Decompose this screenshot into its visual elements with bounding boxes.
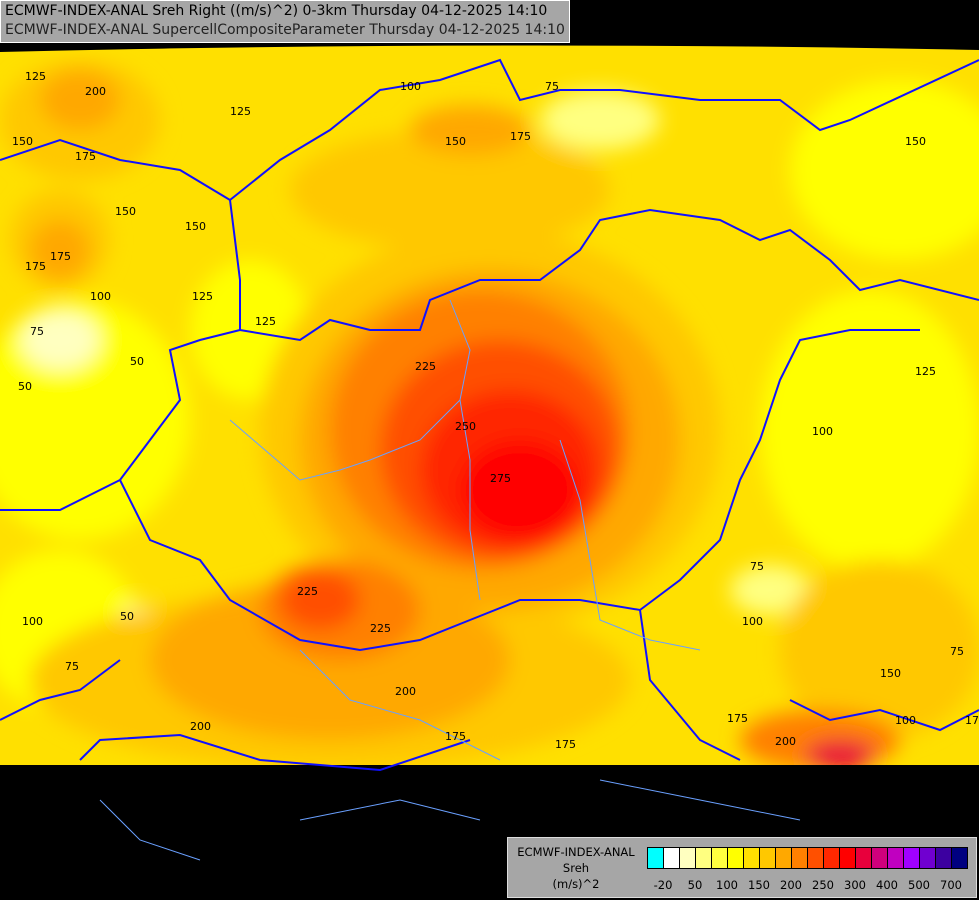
contour-label: 100 — [812, 425, 833, 438]
contour-label: 175 — [445, 730, 466, 743]
legend-swatch — [760, 848, 776, 868]
contour-label: 150 — [12, 135, 33, 148]
contour-label: 150 — [880, 667, 901, 680]
legend-model: ECMWF-INDEX-ANAL — [517, 845, 635, 859]
contour-label: 125 — [915, 365, 936, 378]
contour-label: 200 — [190, 720, 211, 733]
legend-swatch — [712, 848, 728, 868]
legend-colorbar — [647, 847, 968, 869]
legend-unit: (m/s)^2 — [552, 877, 600, 891]
contour-label: 75 — [950, 645, 964, 658]
legend-swatch — [824, 848, 840, 868]
legend-swatch — [680, 848, 696, 868]
contour-label: 150 — [185, 220, 206, 233]
legend-swatch — [904, 848, 920, 868]
contour-label: 200 — [85, 85, 106, 98]
contour-label: 100 — [22, 615, 43, 628]
contour-label: 225 — [297, 585, 318, 598]
contour-label: 225 — [370, 622, 391, 635]
legend-swatch — [952, 848, 967, 868]
legend-tick-label: 400 — [876, 878, 898, 892]
contour-label: 75 — [30, 325, 44, 338]
contour-label: 150 — [115, 205, 136, 218]
legend-tick-label: 700 — [940, 878, 962, 892]
contour-label: 100 — [742, 615, 763, 628]
contour-label: 100 — [90, 290, 111, 303]
contour-labels: 125 200 150 175 150 125 175 100 75 150 175 150 150 17… — [12, 70, 979, 751]
legend-tick-label: 50 — [687, 878, 703, 892]
field-layer — [0, 45, 979, 766]
legend-swatch — [872, 848, 888, 868]
contour-label: 50 — [120, 610, 134, 623]
contour-label: 75 — [65, 660, 79, 673]
contour-label: 175 — [25, 260, 46, 273]
legend-swatch — [888, 848, 904, 868]
legend-tick-label: 500 — [908, 878, 930, 892]
legend-swatch — [728, 848, 744, 868]
country-borders — [0, 58, 979, 772]
contour-label: 125 — [25, 70, 46, 83]
legend-parameter: Sreh — [562, 861, 590, 875]
contour-label: 175 — [965, 714, 979, 727]
legend-swatch — [664, 848, 680, 868]
legend-swatch — [856, 848, 872, 868]
contour-label: 125 — [230, 105, 251, 118]
legend-swatch — [792, 848, 808, 868]
contour-label: 200 — [395, 685, 416, 698]
contour-label: 125 — [255, 315, 276, 328]
legend-swatch — [648, 848, 664, 868]
legend-swatch — [840, 848, 856, 868]
contour-label: 175 — [727, 712, 748, 725]
legend-tick-label: -20 — [653, 878, 673, 892]
legend-tick-label: 250 — [812, 878, 834, 892]
legend-swatch — [936, 848, 952, 868]
legend-tick-label: 150 — [748, 878, 770, 892]
legend-ticks: -20 50 100 150 200 250 300 400 500 700 — [647, 878, 969, 894]
contour-label: 175 — [555, 738, 576, 751]
contour-label: 200 — [775, 735, 796, 748]
contour-label: 50 — [130, 355, 144, 368]
legend-title: ECMWF-INDEX-ANAL Sreh (m/s)^2 — [512, 844, 640, 892]
legend-swatch — [776, 848, 792, 868]
legend-swatch — [920, 848, 936, 868]
contour-label: 75 — [545, 80, 559, 93]
contour-label: 275 — [490, 472, 511, 485]
header-line-sreh: ECMWF-INDEX-ANAL Sreh Right ((m/s)^2) 0-… — [5, 3, 548, 19]
contour-label: 150 — [445, 135, 466, 148]
legend-tick-label: 100 — [716, 878, 738, 892]
contour-label: 175 — [75, 150, 96, 163]
contour-label: 225 — [415, 360, 436, 373]
contour-label: 125 — [192, 290, 213, 303]
contour-label: 50 — [18, 380, 32, 393]
contour-label: 175 — [50, 250, 71, 263]
legend-tick-label: 300 — [844, 878, 866, 892]
legend-tick-label: 200 — [780, 878, 802, 892]
legend-swatch — [808, 848, 824, 868]
contour-label: 100 — [895, 714, 916, 727]
contour-label: 100 — [400, 80, 421, 93]
legend-swatch — [744, 848, 760, 868]
legend-swatch — [696, 848, 712, 868]
rivers — [99, 299, 801, 861]
header-line-scp: ECMWF-INDEX-ANAL SupercellCompositeParam… — [5, 22, 565, 38]
contour-label: 250 — [455, 420, 476, 433]
contour-label: 150 — [905, 135, 926, 148]
contour-label: 75 — [750, 560, 764, 573]
color-legend: ECMWF-INDEX-ANAL Sreh (m/s)^2 -20 50 100 15… — [507, 837, 977, 898]
contour-label: 175 — [510, 130, 531, 143]
map-header: ECMWF-INDEX-ANAL Sreh Right ((m/s)^2) 0-… — [0, 0, 570, 43]
